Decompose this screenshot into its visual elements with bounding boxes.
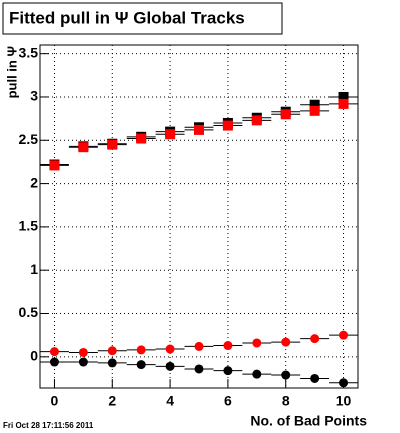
x-tick-label: 2 bbox=[108, 393, 116, 409]
marker bbox=[222, 120, 233, 131]
y-tick-label: 0 bbox=[30, 348, 38, 364]
x-tick-label: 4 bbox=[166, 393, 174, 409]
y-tick-label: 1 bbox=[30, 261, 38, 277]
y-tick-label: 2 bbox=[30, 174, 38, 190]
marker bbox=[107, 139, 118, 150]
marker bbox=[165, 129, 176, 140]
marker bbox=[78, 142, 89, 153]
marker bbox=[165, 344, 175, 354]
marker bbox=[252, 338, 262, 348]
marker bbox=[338, 91, 349, 102]
marker bbox=[136, 133, 147, 144]
marker bbox=[165, 361, 175, 371]
marker bbox=[310, 334, 320, 344]
x-tick-label: 8 bbox=[282, 393, 290, 409]
marker bbox=[281, 337, 291, 347]
y-axis-label: pull in Ψ bbox=[4, 46, 19, 98]
marker bbox=[194, 341, 204, 351]
marker bbox=[107, 358, 117, 368]
marker bbox=[223, 341, 233, 351]
marker bbox=[280, 109, 291, 120]
plot-frame bbox=[39, 44, 359, 389]
marker bbox=[252, 369, 262, 379]
y-tick-label: 3.5 bbox=[19, 44, 39, 60]
marker bbox=[49, 347, 59, 357]
marker bbox=[78, 357, 88, 367]
marker bbox=[136, 360, 146, 370]
marker bbox=[310, 373, 320, 383]
y-tick-label: 3 bbox=[30, 88, 38, 104]
marker bbox=[339, 330, 349, 340]
x-tick-label: 0 bbox=[51, 393, 59, 409]
y-tick-label: 0.5 bbox=[19, 304, 39, 320]
title-box bbox=[2, 2, 283, 35]
marker bbox=[49, 160, 60, 171]
marker bbox=[136, 345, 146, 355]
marker bbox=[223, 366, 233, 376]
marker bbox=[49, 357, 59, 367]
marker bbox=[194, 124, 204, 135]
y-tick-label: 1.5 bbox=[19, 218, 39, 234]
x-tick-label: 6 bbox=[224, 393, 232, 409]
marker bbox=[309, 99, 320, 110]
chart-title: Fitted pull in Ψ Global Tracks bbox=[9, 8, 245, 27]
x-tick-label: 10 bbox=[336, 393, 352, 409]
x-axis-label: No. of Bad Points bbox=[250, 413, 367, 429]
marker bbox=[251, 115, 262, 126]
y-tick-label: 2.5 bbox=[19, 131, 39, 147]
marker bbox=[309, 105, 320, 116]
timestamp: Fri Oct 28 17:11:56 2011 bbox=[3, 421, 94, 430]
marker bbox=[107, 346, 117, 356]
marker bbox=[78, 347, 88, 357]
marker bbox=[281, 370, 291, 380]
marker bbox=[338, 98, 349, 109]
marker bbox=[194, 364, 204, 374]
marker bbox=[339, 378, 349, 388]
